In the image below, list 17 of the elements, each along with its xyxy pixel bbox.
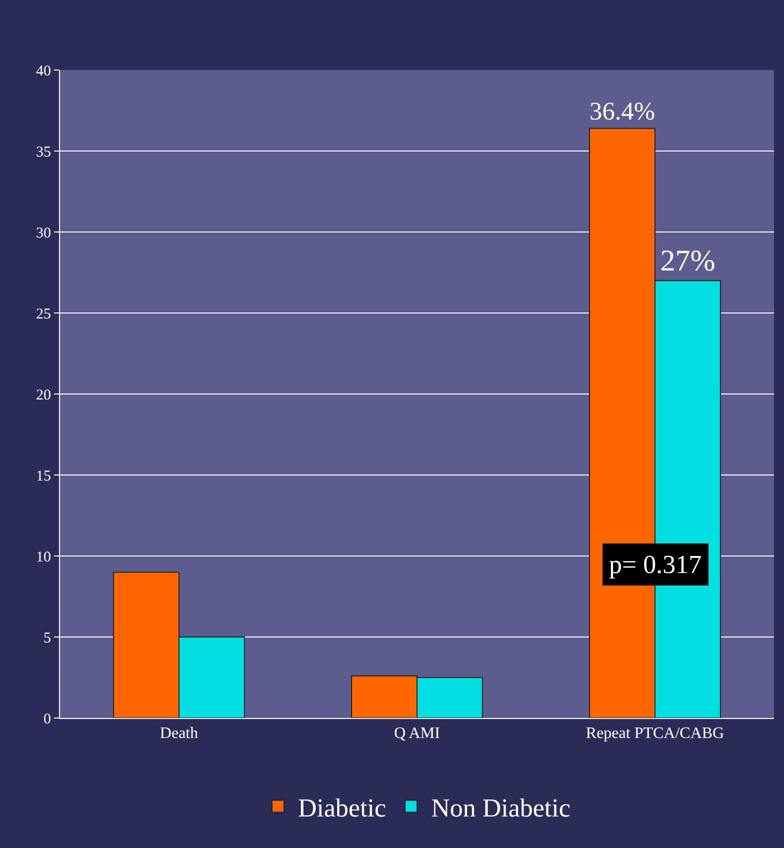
data-label: 27% [660,244,716,278]
x-tick-label: Repeat PTCA/CABG [586,725,725,742]
y-tick-label: 0 [44,711,51,728]
y-tick-label: 40 [36,63,51,80]
y-tick-label: 20 [36,387,51,404]
legend-label: Non Diabetic [431,793,570,822]
data-label: 36.4% [590,97,655,126]
y-tick-label: 15 [36,468,51,484]
y-tick-label: 30 [36,225,51,242]
y-tick-label: 10 [36,549,51,566]
y-tick-label: 35 [36,144,51,160]
annotation: p= 0.317 [609,550,702,579]
x-tick-label: Q AMI [394,725,440,742]
legend-label: Diabetic [298,793,386,822]
x-tick-label: Death [160,725,198,742]
y-tick-label: 25 [36,306,51,322]
y-tick-label: 5 [44,630,51,646]
